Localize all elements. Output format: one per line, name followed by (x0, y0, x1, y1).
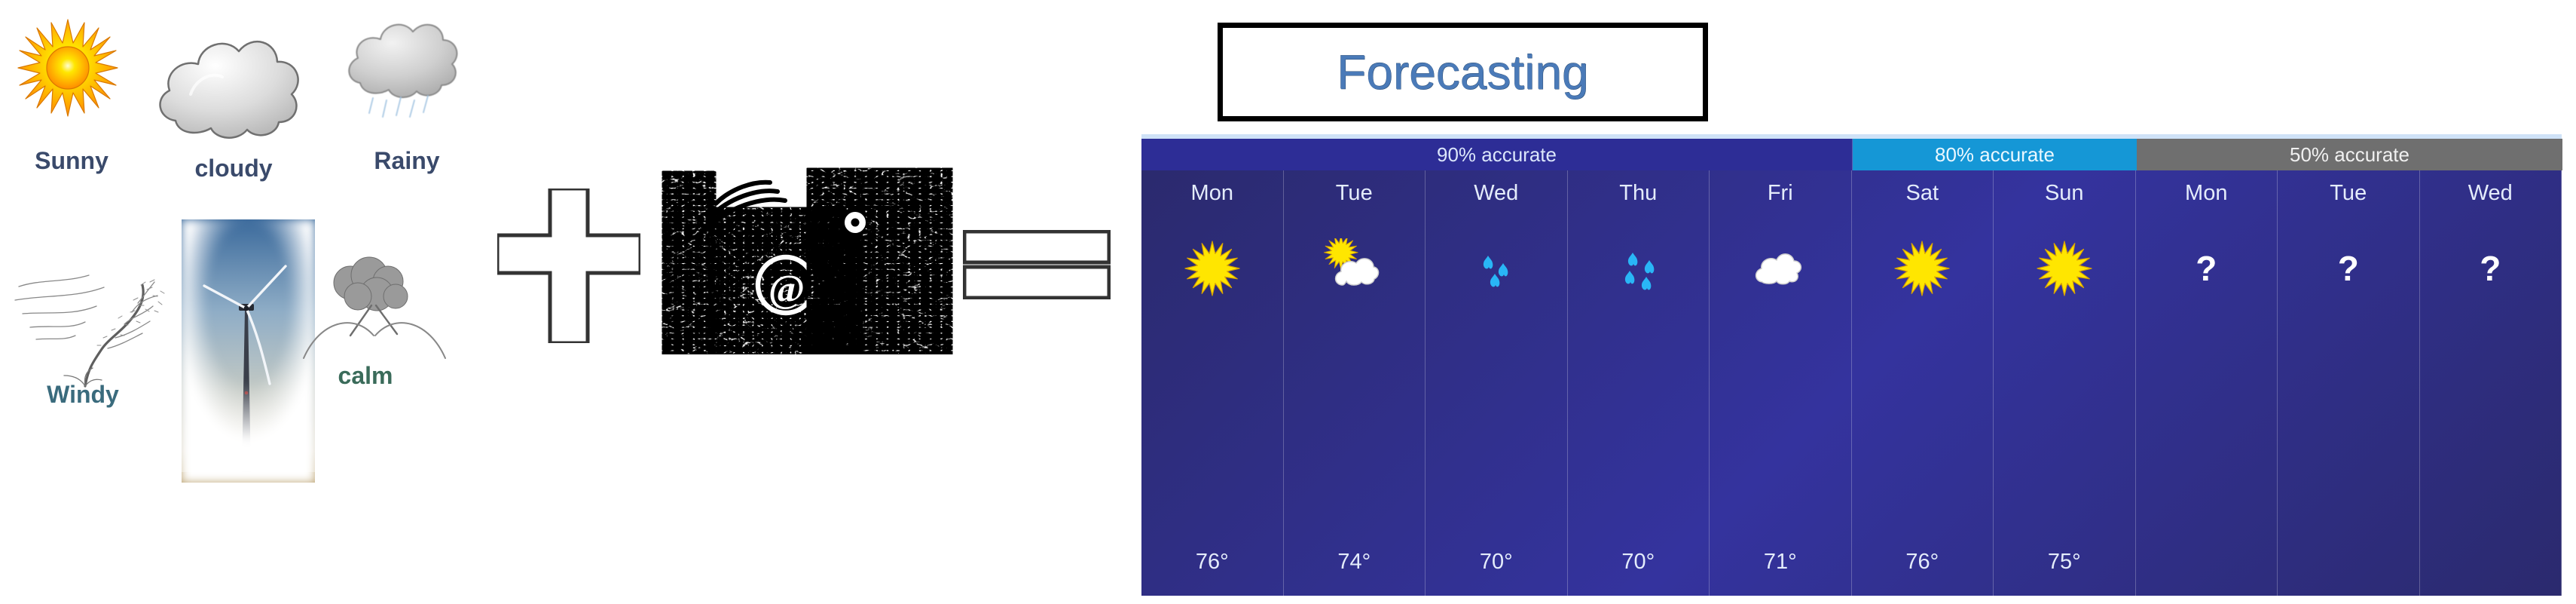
svg-text:@: @ (769, 268, 805, 311)
